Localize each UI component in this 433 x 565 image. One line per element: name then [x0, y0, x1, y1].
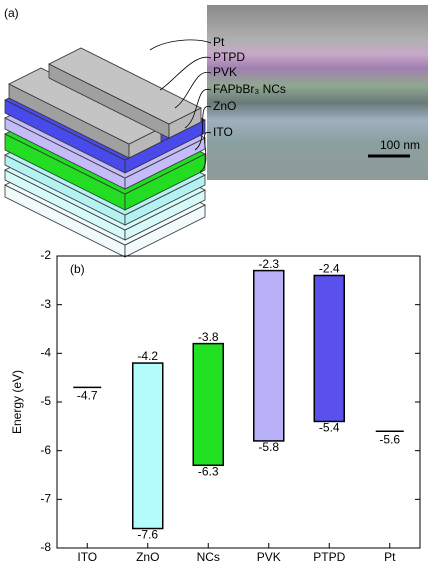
x-tick-label: NCs [197, 550, 220, 564]
energy-bar [193, 344, 223, 466]
energy-bar [314, 275, 344, 421]
work-function-label: -4.7 [77, 389, 98, 403]
lumo-label: -2.4 [319, 262, 340, 276]
x-tick-label: PTPD [313, 550, 345, 564]
pointer-arrow [160, 57, 211, 90]
layer-label: PTPD [213, 50, 245, 64]
x-tick-label: ITO [77, 550, 97, 564]
homo-label: -5.8 [258, 440, 279, 454]
x-tick-label: PVK [257, 550, 281, 564]
lumo-label: -2.3 [258, 257, 279, 271]
y-axis-label: Energy (eV) [10, 370, 24, 434]
x-tick-label: Pt [384, 550, 396, 564]
layer-label: PVK [213, 65, 237, 79]
panel-label: (a) [4, 6, 19, 20]
layer-label: FAPbBr₃ NCs [213, 82, 286, 96]
layer-label: Pt [213, 35, 225, 49]
lumo-label: -4.2 [137, 349, 158, 363]
energy-bar [133, 363, 163, 528]
pointer-arrow [175, 72, 211, 108]
pointer-arrow [150, 40, 211, 50]
layer-label: ITO [213, 125, 233, 139]
y-tick-label: -6 [40, 443, 51, 457]
y-tick-label: -8 [40, 540, 51, 554]
figure: (a) (b) Energy (eV) PtPTPDPVKFAPbBr₃ NCs… [0, 0, 433, 565]
plot-frame [57, 256, 420, 548]
homo-label: -5.4 [319, 421, 340, 435]
homo-label: -7.6 [137, 528, 158, 542]
lumo-label: -3.8 [198, 330, 219, 344]
y-tick-label: -2 [40, 248, 51, 262]
y-tick-label: -3 [40, 297, 51, 311]
work-function-label: -5.6 [379, 432, 400, 446]
y-tick-label: -7 [40, 492, 51, 506]
x-tick-label: ZnO [136, 550, 159, 564]
homo-label: -6.3 [198, 464, 219, 478]
layer-label: ZnO [213, 99, 236, 113]
scale-bar-label: 100 nm [380, 138, 420, 152]
device-schematic [5, 48, 205, 257]
panel-label: (b) [70, 262, 85, 276]
energy-bar [254, 271, 284, 441]
y-tick-label: -5 [40, 394, 51, 408]
y-tick-label: -4 [40, 346, 51, 360]
